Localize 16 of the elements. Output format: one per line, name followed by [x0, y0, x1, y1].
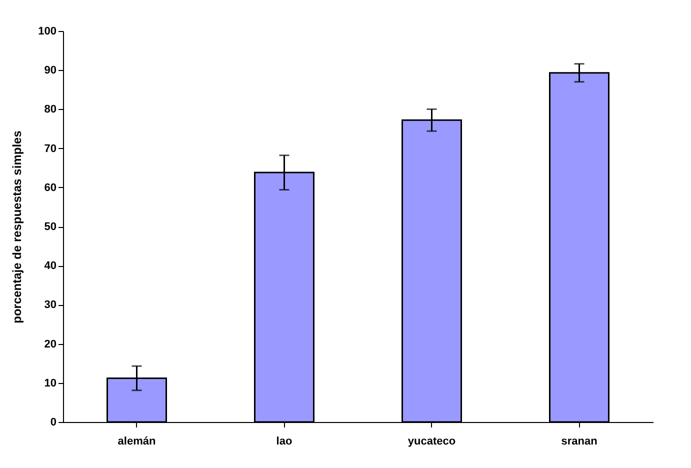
y-tick-label: 80: [44, 104, 56, 116]
y-tick-label: 100: [38, 26, 56, 38]
y-tick-label: 90: [44, 64, 56, 77]
y-axis-title: porcentaje de respuestas simples: [10, 130, 24, 324]
x-tick-label: lao: [276, 436, 292, 448]
x-tick-label: alemán: [118, 436, 156, 448]
x-tick-label: sranan: [561, 436, 598, 448]
y-tick-label: 10: [44, 377, 56, 390]
y-tick-label: 20: [44, 338, 56, 350]
x-tick-label: yucateco: [408, 436, 456, 448]
y-tick-label: 40: [44, 260, 56, 272]
y-tick-label: 30: [44, 299, 56, 312]
y-tick-label: 50: [44, 221, 56, 233]
y-tick-label: 70: [44, 142, 56, 155]
y-tick-label: 60: [44, 182, 56, 194]
y-tick-label: 0: [50, 416, 56, 428]
